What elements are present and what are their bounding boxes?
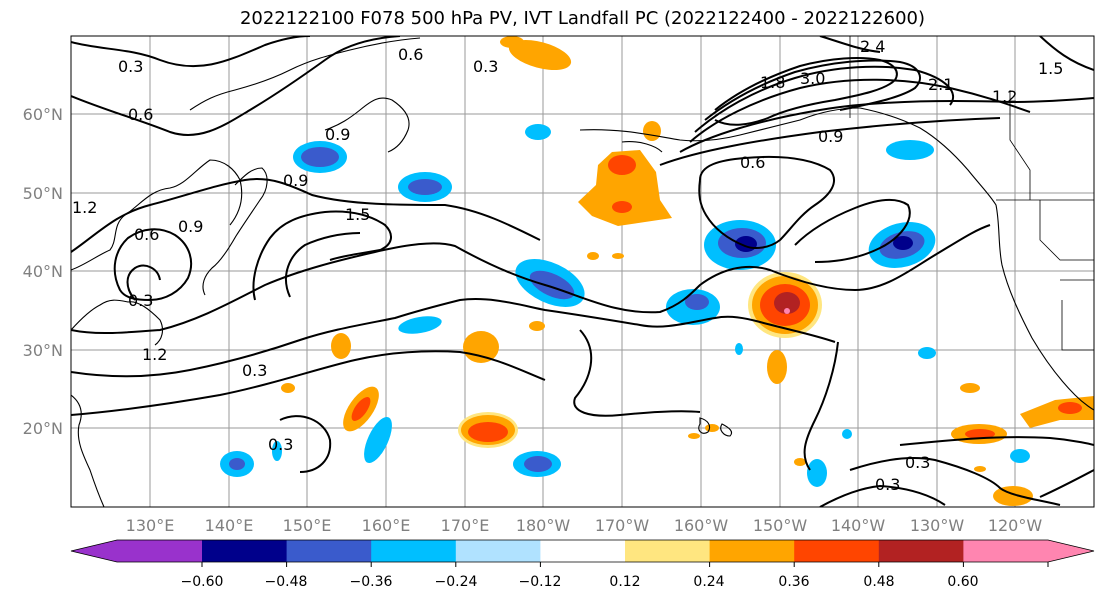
colorbar-segment <box>878 540 964 562</box>
contour-label: 0.3 <box>473 57 498 76</box>
colorbar-segment <box>286 540 372 562</box>
negative-anomaly-8 <box>886 140 934 160</box>
negative-anomaly-14 <box>272 343 1030 463</box>
map-frame <box>70 35 1095 508</box>
colorbar-label: −0.24 <box>435 574 478 590</box>
contour-label: 1.5 <box>1038 59 1063 78</box>
colorbar-segment <box>963 540 1094 562</box>
positive-anomaly-9 <box>281 36 1033 506</box>
negative-anomaly-13 <box>807 459 827 487</box>
colorbar-label: −0.48 <box>265 574 308 590</box>
contour-label: 2.1 <box>928 75 953 94</box>
lon-label: 140°W <box>831 516 886 535</box>
contour-label: 1.2 <box>992 87 1017 106</box>
contour-label: 0.6 <box>134 225 159 244</box>
contour-label: 0.9 <box>283 171 308 190</box>
lon-label: 120°W <box>988 516 1043 535</box>
lon-label: 130°W <box>910 516 965 535</box>
contour-label: 0.9 <box>325 125 350 144</box>
lon-label: 130°E <box>126 516 175 535</box>
contour-label: 0.3 <box>128 291 153 310</box>
lon-label: 160°E <box>362 516 411 535</box>
colorbar: −0.60 −0.48 −0.36 −0.24 −0.12 0.12 0.24 … <box>70 539 1095 590</box>
negative-anomaly-6 <box>666 289 720 325</box>
longitude-labels: 130°E 140°E 150°E 160°E 170°E 180°W 170°… <box>126 516 1043 535</box>
contour-label: 0.9 <box>818 127 843 146</box>
colorbar-label: −0.12 <box>519 574 562 590</box>
colorbar-label: 0.36 <box>778 574 809 590</box>
colorbar-segment <box>371 540 457 562</box>
positive-anomaly-1 <box>748 272 822 338</box>
ivt-anomaly-fills <box>220 36 1094 506</box>
negative-anomaly-11 <box>220 451 254 477</box>
latitude-labels: 60°N 50°N 40°N 30°N 20°N <box>23 105 63 438</box>
negative-anomaly-10 <box>364 416 392 464</box>
contour-label: 0.6 <box>128 105 153 124</box>
colorbar-segment <box>540 540 626 562</box>
colorbar-label: −0.60 <box>181 574 224 590</box>
colorbar-segment <box>625 540 711 562</box>
contour-label: 0.3 <box>118 57 143 76</box>
positive-anomaly-4 <box>343 386 379 432</box>
colorbar-segment <box>71 540 202 562</box>
contour-label: 1.2 <box>142 345 167 364</box>
colorbar-label: 0.48 <box>863 574 894 590</box>
contour-label: 0.3 <box>905 453 930 472</box>
lon-label: 170°W <box>595 516 650 535</box>
borders <box>849 36 1094 351</box>
lat-label-60n: 60°N <box>23 105 63 124</box>
contour-labels: 0.3 0.6 0.9 1.2 1.5 1.8 2.1 2.4 3.0 0.3 … <box>72 37 1063 494</box>
lat-label-30n: 30°N <box>23 341 63 360</box>
contour-label: 0.6 <box>398 45 423 64</box>
contour-label: 0.3 <box>242 361 267 380</box>
colorbar-segment <box>455 540 541 562</box>
contour-label: 1.8 <box>760 73 785 92</box>
contour-label: 0.3 <box>268 435 293 454</box>
lon-label: 180°W <box>516 516 571 535</box>
positive-anomaly-2 <box>578 150 672 226</box>
contour-label: 2.4 <box>860 37 885 56</box>
lon-label: 160°W <box>674 516 729 535</box>
colorbar-segment <box>709 540 795 562</box>
negative-anomaly-9 <box>398 316 442 334</box>
contour-label: 1.5 <box>345 205 370 224</box>
colorbar-segment <box>794 540 880 562</box>
positive-anomaly-5 <box>508 39 572 71</box>
colorbar-label: 0.60 <box>947 574 978 590</box>
colorbar-label: 0.24 <box>693 574 724 590</box>
lat-label-40n: 40°N <box>23 262 63 281</box>
positive-anomaly-7 <box>951 424 1007 444</box>
negative-anomaly-5 <box>868 221 936 269</box>
colorbar-labels: −0.60 −0.48 −0.36 −0.24 −0.12 0.12 0.24 … <box>181 574 979 590</box>
lon-label: 170°E <box>441 516 490 535</box>
lon-label: 140°E <box>205 516 254 535</box>
colorbar-segment <box>202 540 288 562</box>
pv-contours <box>71 36 1094 507</box>
colorbar-outline <box>70 539 1095 563</box>
negative-anomaly-1 <box>293 141 347 173</box>
negative-anomaly-2 <box>398 172 452 202</box>
contour-label: 0.9 <box>178 217 203 236</box>
positive-anomaly-8 <box>1020 396 1094 428</box>
lon-label: 150°W <box>753 516 808 535</box>
colorbar-label: −0.36 <box>350 574 393 590</box>
colorbar-ticks <box>201 562 1049 567</box>
contour-label: 0.3 <box>875 475 900 494</box>
positive-anomaly-3 <box>458 412 518 448</box>
contour-label: 3.0 <box>800 69 825 88</box>
negative-anomaly-3 <box>515 259 585 307</box>
lat-label-20n: 20°N <box>23 419 63 438</box>
map-title: 2022122100 F078 500 hPa PV, IVT Landfall… <box>239 8 926 29</box>
contour-label: 0.6 <box>740 153 765 172</box>
colorbar-segments <box>71 540 1094 562</box>
lat-label-50n: 50°N <box>23 184 63 203</box>
lon-label: 150°E <box>283 516 332 535</box>
negative-anomaly-12 <box>513 451 561 477</box>
colorbar-label: 0.12 <box>609 574 640 590</box>
contour-label: 1.2 <box>72 198 97 217</box>
negative-anomaly-7 <box>525 124 551 140</box>
